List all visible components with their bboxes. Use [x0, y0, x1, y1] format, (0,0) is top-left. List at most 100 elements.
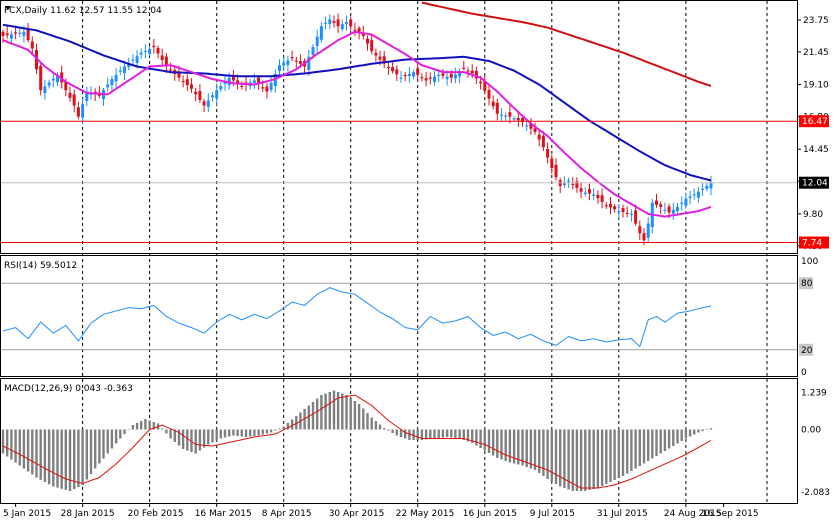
- candle-body: [567, 180, 571, 182]
- candle-body: [441, 73, 445, 76]
- macd-panel-border: [0, 378, 798, 504]
- candle-body: [35, 50, 38, 70]
- macd-bar: [353, 401, 357, 430]
- macd-bar: [357, 404, 361, 430]
- macd-bar: [131, 425, 135, 430]
- candle-body: [416, 68, 420, 75]
- candle-body: [202, 101, 206, 106]
- x-tick-label: 30 Apr 2015: [329, 509, 385, 519]
- candle-body: [562, 183, 566, 185]
- macd-bar: [341, 393, 344, 430]
- current-price-label-bg: [799, 176, 829, 189]
- candle-body: [357, 28, 361, 34]
- candle-body: [638, 226, 642, 234]
- price-axis-labels: 23.7521.4519.1016.8014.4512.159.807.5016…: [797, 16, 829, 252]
- candle-body: [139, 52, 143, 55]
- candle-body: [663, 209, 667, 211]
- candle-body: [550, 158, 554, 168]
- candle-body: [366, 38, 369, 44]
- candle-body: [319, 26, 323, 40]
- candle-body: [240, 85, 244, 87]
- candle-body: [123, 66, 126, 73]
- candle-body: [491, 101, 495, 107]
- chevron-down-icon[interactable]: [5, 6, 11, 10]
- candle-body: [634, 210, 638, 224]
- candle-body: [378, 56, 382, 60]
- macd-bar: [274, 429, 277, 431]
- candle-body: [575, 181, 579, 188]
- macd-bar: [94, 429, 97, 469]
- candle-body: [307, 56, 311, 70]
- macd-bar: [236, 429, 239, 436]
- price-panel-border: [0, 0, 798, 254]
- candle-body: [621, 208, 625, 212]
- macd-tick-label: 1.239: [801, 388, 827, 398]
- macd-bar: [420, 429, 424, 440]
- macd-bar: [6, 429, 9, 457]
- macd-bar: [571, 429, 574, 491]
- macd-bar: [550, 429, 553, 482]
- macd-bar: [450, 429, 453, 438]
- macd-bar: [64, 429, 67, 490]
- candle-body: [504, 115, 508, 117]
- level-label-bg: [799, 236, 829, 249]
- candle-body: [5, 33, 9, 36]
- candle-body: [190, 84, 193, 89]
- macd-bar: [60, 429, 63, 489]
- candle-body: [671, 209, 675, 214]
- macd-bar: [529, 429, 533, 469]
- macd-bar: [144, 419, 147, 430]
- candle-body: [76, 107, 80, 117]
- macd-bar: [123, 429, 126, 434]
- price-panel-title: FCX,Daily 11.62 12.57 11.55 12.04: [4, 6, 162, 16]
- candle-body: [613, 206, 617, 210]
- candle-body: [546, 149, 550, 158]
- macd-tick-label: 0.00: [801, 426, 821, 436]
- candle-body: [194, 91, 198, 95]
- price-tick-label: 23.75: [803, 16, 829, 26]
- rsi-panel-title: RSI(14) 59.5012: [4, 261, 77, 271]
- candle-body: [692, 194, 696, 196]
- ma-fast-line: [2, 30, 712, 218]
- candle-body: [667, 206, 671, 213]
- candle-body: [236, 80, 240, 84]
- candle-body: [81, 104, 85, 118]
- candle-body: [261, 87, 265, 89]
- x-tick-label: 8 Apr 2015: [262, 509, 312, 519]
- macd-bar: [1, 429, 5, 454]
- macd-bar: [663, 429, 667, 451]
- candle-body: [223, 81, 227, 84]
- macd-bar: [73, 429, 76, 489]
- macd-bar: [165, 429, 168, 434]
- macd-bar: [617, 429, 620, 478]
- macd-bar: [621, 429, 625, 476]
- candle-body: [684, 198, 688, 206]
- candle-body: [495, 102, 499, 114]
- candle-body: [609, 203, 612, 208]
- candle-body: [516, 117, 520, 121]
- candle-body: [433, 76, 436, 82]
- macd-bar: [475, 429, 478, 446]
- macd-bar: [471, 429, 474, 443]
- x-tick-label: 9 Jul 2015: [530, 509, 575, 519]
- candle-body: [466, 70, 470, 72]
- candle-body: [407, 74, 411, 76]
- candle-body: [211, 95, 214, 98]
- macd-bar: [688, 429, 692, 437]
- candle-body: [487, 90, 491, 99]
- candle-body: [525, 125, 529, 127]
- candle-body: [135, 56, 139, 63]
- candle-body: [399, 77, 403, 79]
- candle-body: [1, 31, 5, 36]
- macd-bar: [559, 429, 562, 487]
- candle-body: [646, 223, 650, 238]
- candle-body: [424, 78, 428, 81]
- macd-bar: [47, 429, 51, 485]
- candle-body: [215, 90, 219, 99]
- candle-body: [332, 21, 336, 23]
- macd-bar: [441, 429, 445, 438]
- level-label-bg: [799, 115, 829, 128]
- x-tick-label: 20 Feb 2015: [128, 509, 184, 519]
- candle-body: [420, 77, 424, 79]
- candle-body: [629, 213, 633, 215]
